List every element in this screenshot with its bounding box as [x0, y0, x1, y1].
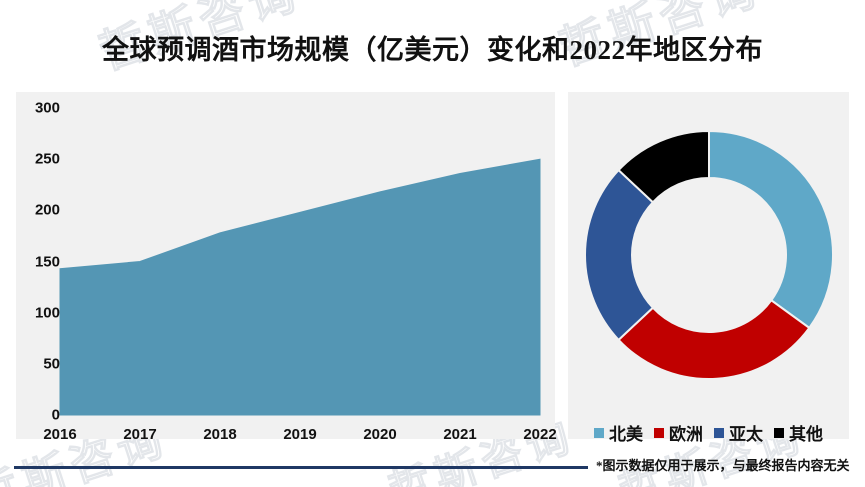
- legend-item[interactable]: 欧洲: [654, 420, 703, 445]
- x-axis-tick-label: 2016: [43, 426, 77, 443]
- x-axis-tick-label: 2017: [123, 426, 157, 443]
- y-axis-tick-label: 50: [43, 355, 60, 373]
- footer-divider: [14, 466, 588, 469]
- legend-item[interactable]: 北美: [594, 420, 643, 445]
- legend-swatch-icon: [654, 427, 664, 438]
- y-axis-tick-label: 100: [34, 304, 60, 322]
- area-chart-x-axis: 2016 2017 2018 2019 2020 2021 2022: [16, 424, 557, 454]
- footer-note: *图示数据仅用于展示，与最终报告内容无关: [596, 458, 850, 473]
- y-axis-tick-label: 0: [51, 406, 60, 424]
- x-axis-tick-label: 2022: [523, 426, 557, 443]
- legend-item[interactable]: 亚太: [714, 420, 763, 445]
- x-axis-tick-label: 2021: [443, 426, 477, 443]
- donut-slice-亚太[interactable]: [584, 168, 655, 342]
- area-chart-y-axis: 0 50 100 150 200 250 300: [18, 92, 60, 439]
- donut-chart-plot: [584, 129, 834, 380]
- legend-swatch-icon: [594, 427, 604, 438]
- donut-slice-其他[interactable]: [617, 129, 710, 204]
- page-title: 全球预调酒市场规模（亿美元）变化和2022年地区分布: [102, 35, 763, 65]
- donut-slice-欧洲[interactable]: [617, 298, 811, 380]
- y-axis-tick-label: 150: [34, 253, 60, 270]
- legend-item[interactable]: 其他: [774, 420, 823, 445]
- area-chart-plot: [59, 158, 541, 416]
- area-series-path: [59, 158, 541, 416]
- legend-swatch-icon: [774, 427, 784, 438]
- legend-item-label: 北美: [609, 425, 643, 444]
- y-axis-tick-label: 300: [34, 99, 60, 117]
- x-axis-tick-label: 2018: [203, 426, 237, 443]
- x-axis-tick-label: 2019: [283, 426, 317, 443]
- donut-slice-北美[interactable]: [708, 129, 834, 330]
- legend-item-label: 其他: [789, 425, 823, 444]
- legend-item-label: 亚太: [729, 425, 763, 444]
- legend-item-label: 欧洲: [669, 425, 703, 444]
- y-axis-tick-label: 200: [34, 201, 60, 219]
- x-axis-tick-label: 2020: [363, 426, 397, 443]
- legend-swatch-icon: [714, 427, 724, 438]
- y-axis-tick-label: 250: [34, 150, 60, 168]
- donut-chart-legend: 北美 欧洲 亚太 其他: [568, 420, 849, 445]
